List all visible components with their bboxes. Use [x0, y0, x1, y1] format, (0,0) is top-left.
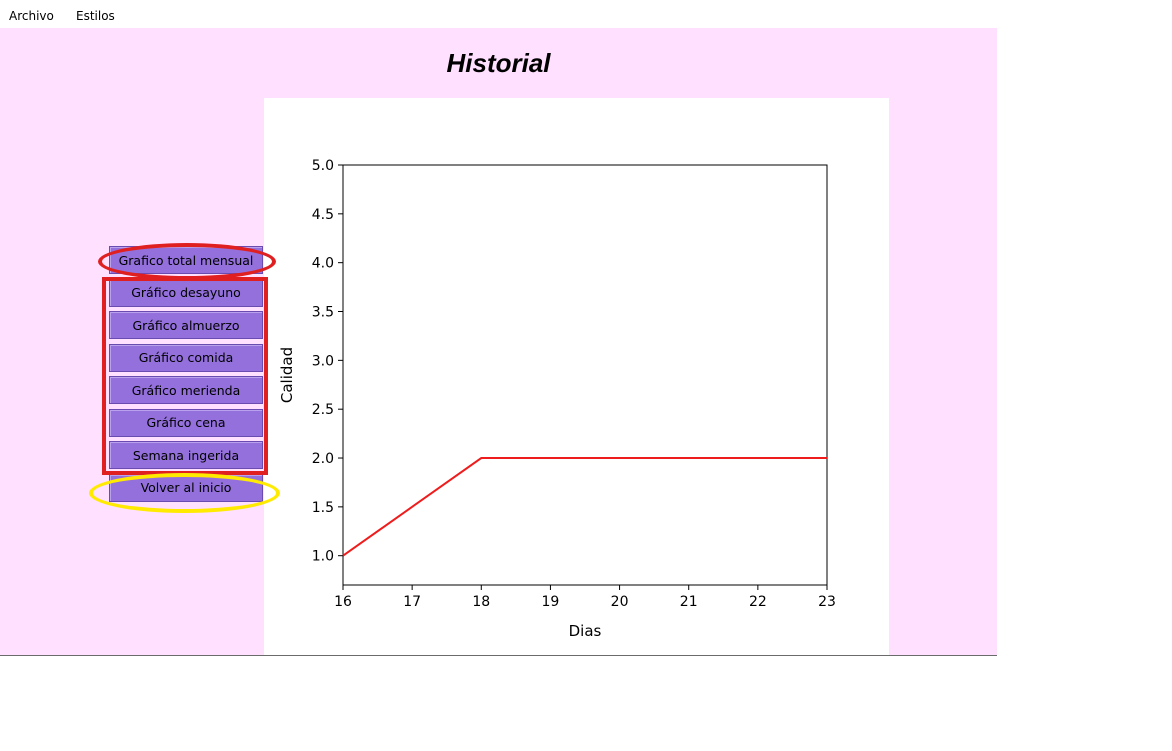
y-tick-label: 2.5	[312, 402, 334, 418]
volver-al-inicio-button[interactable]: Volver al inicio	[109, 473, 263, 502]
historial-window: Historial 1.0 1.5 2.0 2.5 3.0 3.5 4.0 4.5 5.0 16…	[0, 28, 997, 656]
x-tick-label: 20	[611, 594, 629, 610]
y-tick-label: 3.0	[312, 353, 334, 369]
menu-estilos[interactable]: Estilos	[76, 9, 115, 23]
grafico-desayuno-button[interactable]: Gráfico desayuno	[109, 278, 263, 307]
grafico-merienda-button[interactable]: Gráfico merienda	[109, 376, 263, 404]
y-tick-label: 1.0	[312, 549, 334, 565]
menu-bar: Archivo Estilos	[0, 0, 1000, 28]
x-tick-label: 19	[542, 594, 560, 610]
y-tick-label: 5.0	[312, 158, 334, 174]
menu-archivo[interactable]: Archivo	[9, 9, 54, 23]
y-tick-label: 4.0	[312, 256, 334, 272]
x-tick-label: 18	[472, 594, 490, 610]
grafico-cena-button[interactable]: Gráfico cena	[109, 408, 263, 437]
page-title: Historial	[446, 48, 551, 78]
x-tick-label: 23	[818, 594, 836, 610]
x-tick-label: 21	[680, 594, 698, 610]
y-axis-label: Calidad	[278, 347, 296, 403]
grafico-total-mensual-button[interactable]: Grafico total mensual	[109, 246, 263, 274]
x-axis-ticks: 16 17 18 19 20 21 22 23	[334, 585, 836, 610]
y-axis-ticks: 1.0 1.5 2.0 2.5 3.0 3.5 4.0 4.5 5.0	[312, 158, 343, 565]
series-line	[342, 457, 827, 557]
semana-ingerida-button[interactable]: Semana ingerida	[109, 441, 263, 469]
y-tick-label: 1.5	[312, 500, 334, 516]
x-tick-label: 16	[334, 594, 352, 610]
x-tick-label: 22	[749, 594, 767, 610]
grafico-comida-button[interactable]: Gráfico comida	[109, 343, 263, 372]
y-tick-label: 2.0	[312, 451, 334, 467]
plot-frame	[342, 164, 828, 586]
y-tick-label: 3.5	[312, 305, 334, 321]
y-tick-label: 4.5	[312, 207, 334, 223]
x-axis-label: Dias	[569, 622, 602, 640]
grafico-almuerzo-button[interactable]: Gráfico almuerzo	[109, 311, 263, 339]
x-tick-label: 17	[403, 594, 421, 610]
line-chart: 1.0 1.5 2.0 2.5 3.0 3.5 4.0 4.5 5.0 16 17 18 19 20 21…	[278, 158, 836, 640]
plot-panel: 1.0 1.5 2.0 2.5 3.0 3.5 4.0 4.5 5.0 16 17 18 19 20 21…	[264, 98, 889, 655]
